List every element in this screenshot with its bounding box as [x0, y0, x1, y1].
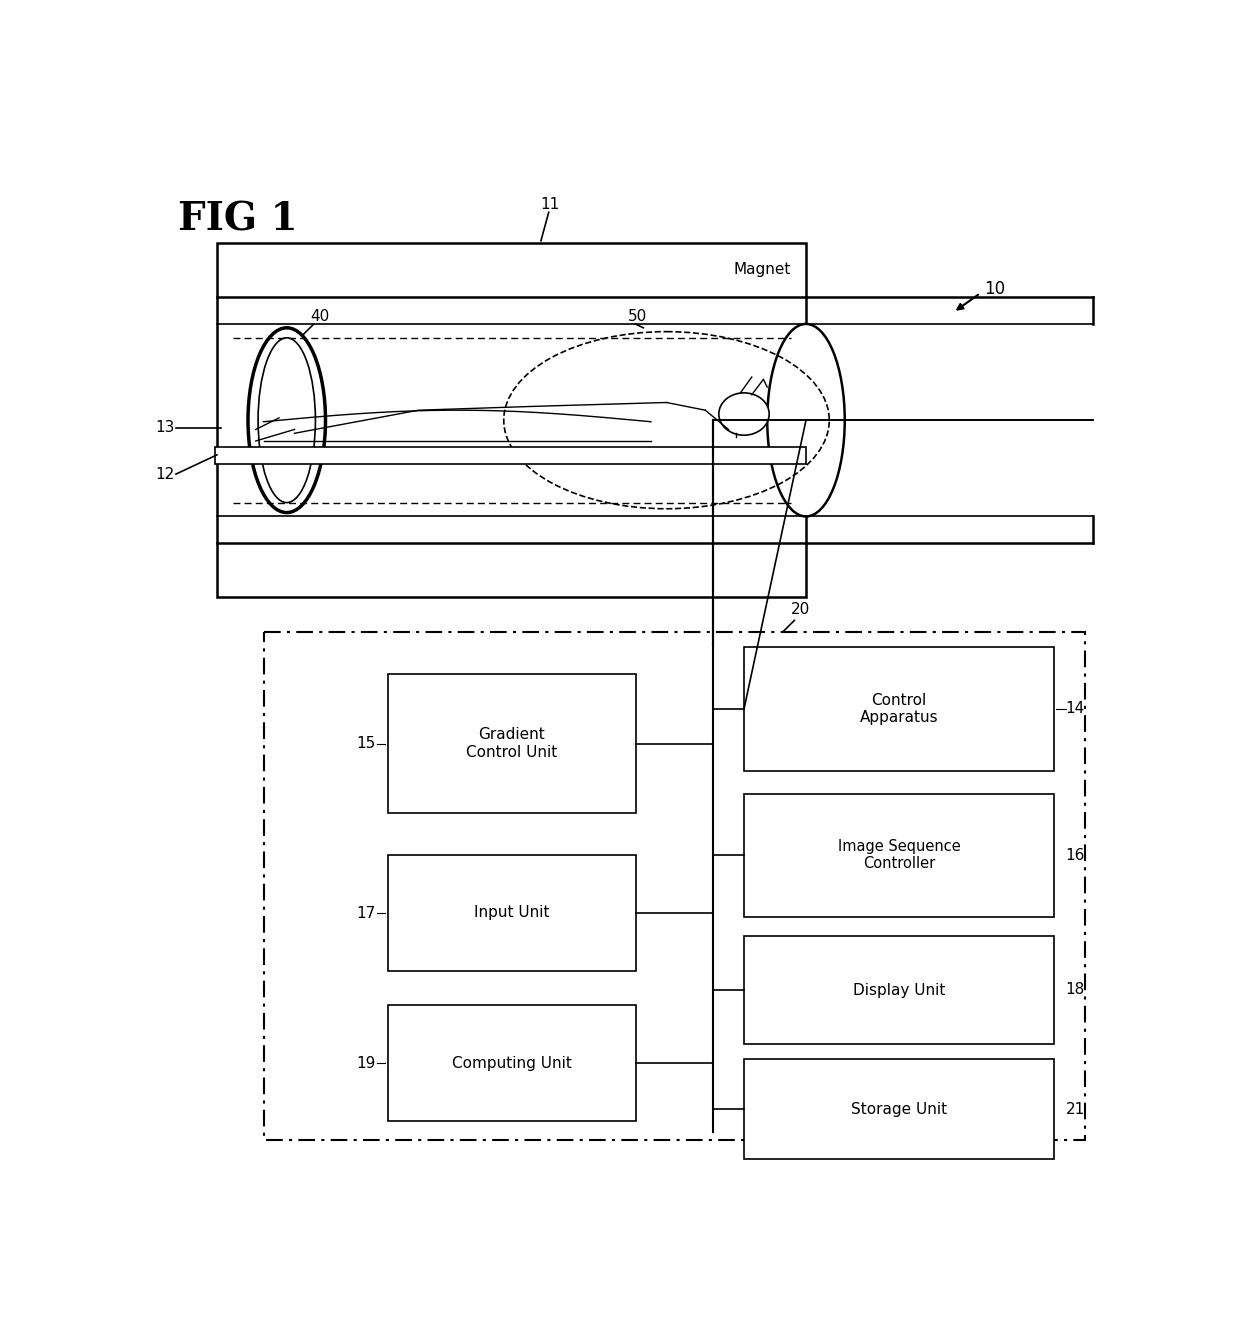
Text: Image Sequence
Controller: Image Sequence Controller	[838, 840, 960, 871]
Text: 21: 21	[1065, 1102, 1085, 1117]
Bar	[387, 675, 635, 813]
Ellipse shape	[258, 338, 315, 503]
Bar	[744, 936, 1054, 1044]
Bar	[215, 447, 806, 465]
Text: Magnet: Magnet	[733, 263, 791, 277]
Text: 50: 50	[627, 309, 647, 323]
Text: 17: 17	[357, 906, 376, 920]
Text: Computing Unit: Computing Unit	[451, 1056, 572, 1071]
Text: 19: 19	[357, 1056, 376, 1071]
Text: Input Unit: Input Unit	[474, 906, 549, 920]
Text: Control
Apparatus: Control Apparatus	[859, 693, 939, 725]
Text: 14: 14	[1065, 701, 1085, 717]
Bar	[744, 793, 1054, 917]
Text: 10: 10	[985, 280, 1006, 298]
Text: Gradient
Control Unit: Gradient Control Unit	[466, 727, 557, 760]
Bar	[744, 647, 1054, 771]
Text: 12: 12	[155, 466, 175, 482]
Bar	[744, 1059, 1054, 1159]
Text: Storage Unit: Storage Unit	[851, 1102, 947, 1117]
Ellipse shape	[248, 327, 325, 512]
Ellipse shape	[768, 323, 844, 516]
Text: 11: 11	[541, 197, 560, 213]
Text: 18: 18	[1065, 982, 1085, 998]
Bar	[387, 1006, 635, 1121]
Text: 40: 40	[310, 309, 330, 323]
Text: 15: 15	[357, 737, 376, 751]
Bar	[263, 632, 1085, 1140]
Bar	[387, 855, 635, 970]
Text: FIG 1: FIG 1	[179, 201, 298, 239]
Text: 20: 20	[791, 602, 810, 616]
Text: Display Unit: Display Unit	[853, 982, 945, 998]
Bar	[217, 243, 806, 598]
Text: 16: 16	[1065, 847, 1085, 863]
Ellipse shape	[719, 393, 769, 436]
Text: 13: 13	[155, 420, 175, 436]
